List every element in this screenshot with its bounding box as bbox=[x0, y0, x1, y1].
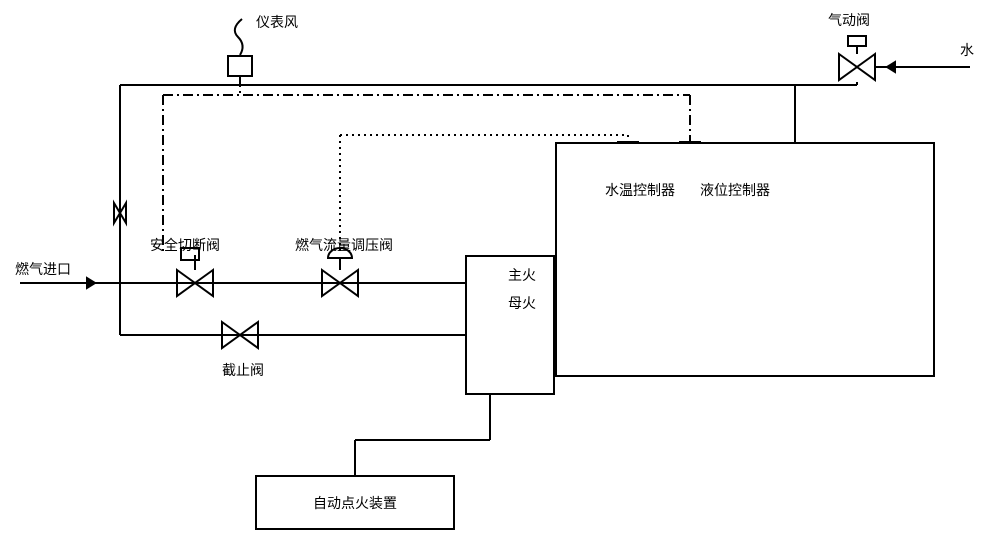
water-tank bbox=[555, 142, 935, 377]
safety-shutoff-valve: 安全切断阀 bbox=[150, 235, 220, 255]
instrument-air-box bbox=[227, 55, 253, 77]
main-fire: 主火 bbox=[508, 265, 536, 285]
water-temp-ctrl: 水温控制器 bbox=[605, 180, 675, 200]
level-ctrl: 液位控制器 bbox=[700, 180, 770, 200]
auto-ignition-box: 自动点火装置 bbox=[255, 475, 455, 530]
gas-inlet: 燃气进口 bbox=[15, 259, 71, 279]
water: 水 bbox=[960, 40, 974, 60]
stop-valve: 截止阀 bbox=[222, 360, 264, 380]
pneumatic-actuator-box bbox=[847, 35, 867, 47]
instrument-air: 仪表风 bbox=[256, 12, 298, 32]
pneumatic-valve: 气动阀 bbox=[828, 10, 870, 30]
gas-flow-regulator: 燃气流量调压阀 bbox=[295, 235, 393, 255]
pilot-fire: 母火 bbox=[508, 293, 536, 313]
